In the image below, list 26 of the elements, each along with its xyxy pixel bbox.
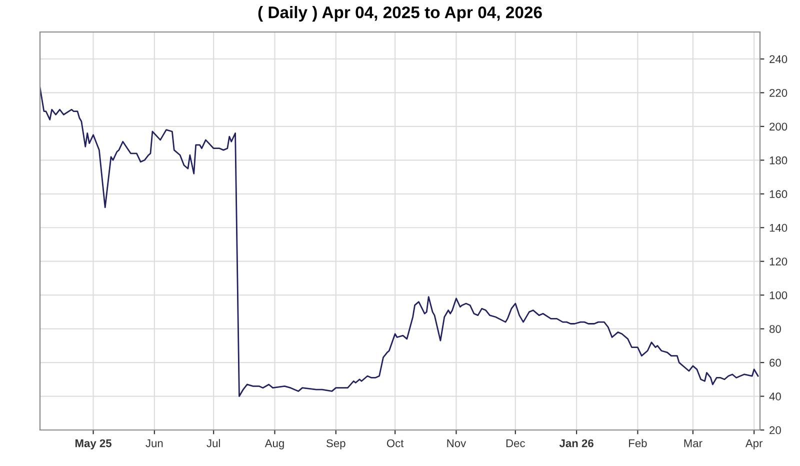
y-tick-label: 220: [770, 88, 788, 97]
x-tick-label: Nov: [447, 439, 466, 448]
y-tick-label: 20: [770, 426, 781, 434]
y-tick-label: 120: [770, 258, 788, 266]
y-tick-label: 40: [769, 392, 781, 400]
y-tick-label: 240: [770, 55, 788, 64]
y-tick-label: 60: [770, 358, 781, 367]
x-tick-label: Feb: [629, 439, 647, 448]
x-tick-label: Aug: [264, 439, 284, 450]
y-tick-label: 200: [770, 122, 788, 131]
x-tick-label: Apr: [745, 439, 763, 450]
y-tick-label: 180: [770, 156, 788, 164]
x-tick-label: Sep: [326, 439, 346, 450]
y-tick-label: 140: [770, 224, 788, 232]
x-tick-label: May 25: [75, 439, 112, 450]
x-tick-label: Jul: [206, 439, 220, 448]
chart-title: ( Daily ) Apr 04, 2025 to Apr 04, 2026: [258, 6, 542, 22]
y-tick-label: 160: [770, 190, 788, 198]
x-tick-label: Oct: [386, 439, 404, 448]
line-series: [40, 86, 759, 397]
x-tick-label: Jun: [146, 439, 163, 448]
x-tick-label: Jan 26: [559, 439, 594, 448]
y-tick-label: 80: [770, 325, 781, 333]
x-tick-label: Mar: [684, 439, 702, 448]
x-tick-label: Dec: [506, 439, 525, 448]
y-tick-label: 100: [770, 291, 788, 300]
